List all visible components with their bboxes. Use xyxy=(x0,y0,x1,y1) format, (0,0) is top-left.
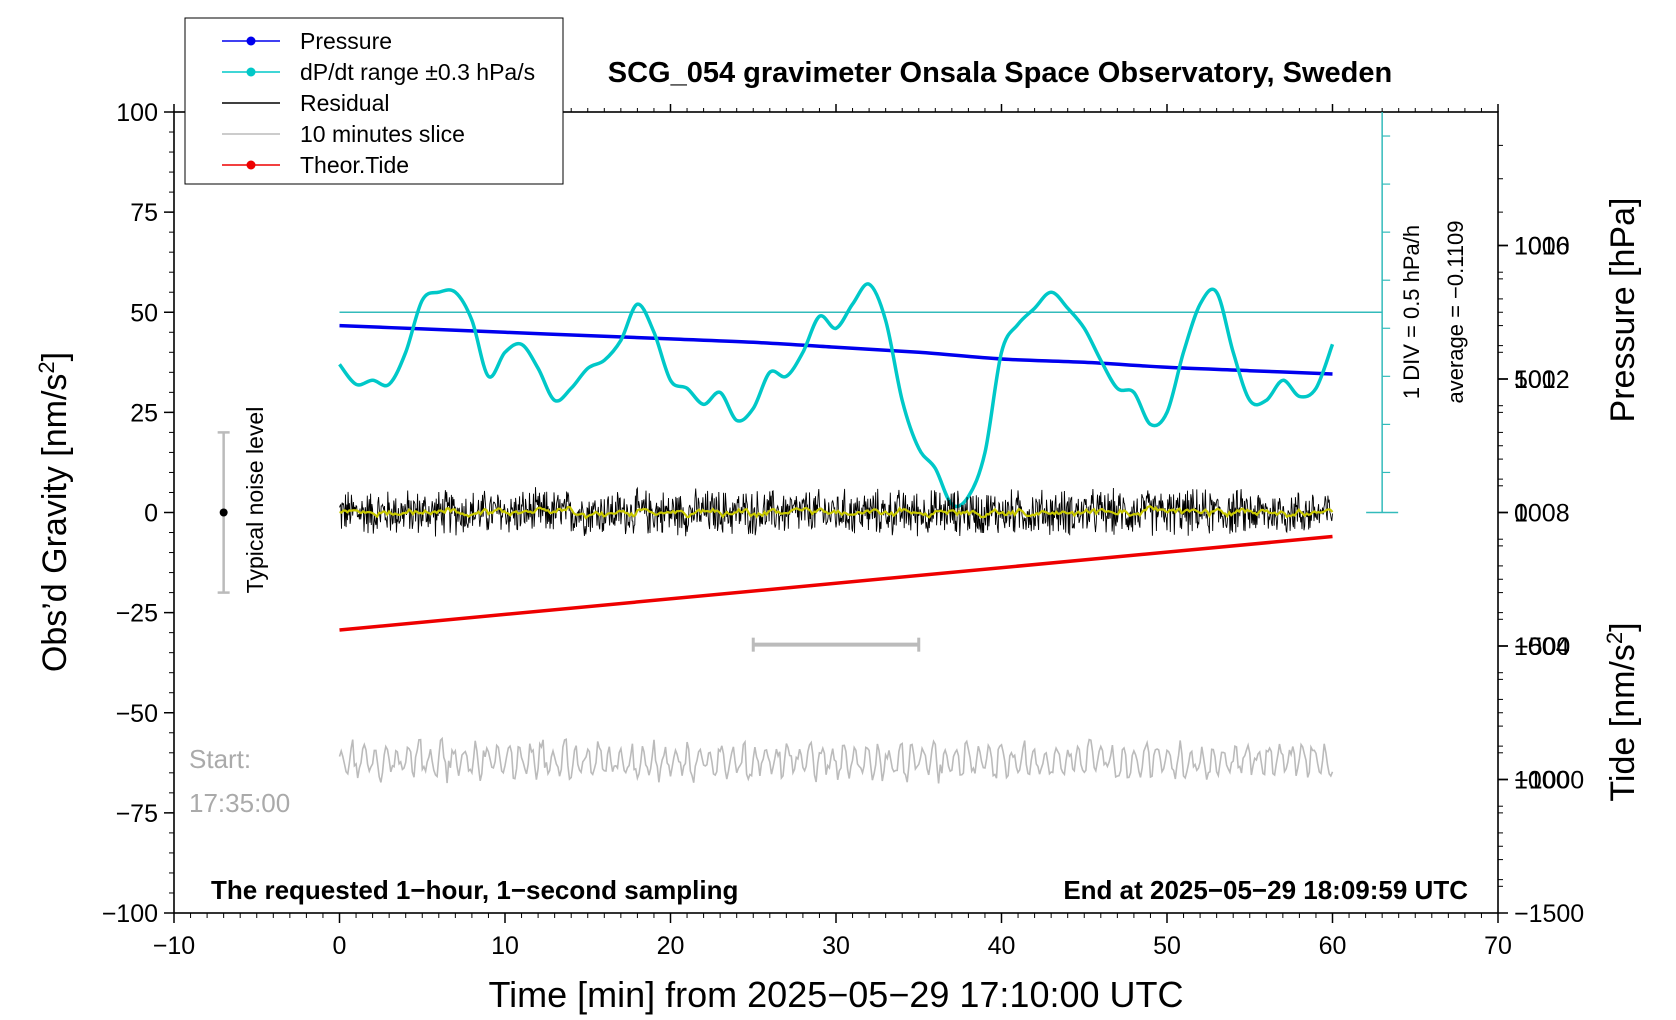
series-residual-smoothed xyxy=(339,504,1334,520)
bottom-left-note: The requested 1−hour, 1−second sampling xyxy=(211,875,738,905)
chart-title: SCG_054 gravimeter Onsala Space Observat… xyxy=(608,57,1392,89)
tide-tick-label: 0 xyxy=(1514,500,1528,528)
series-10-minute-slice xyxy=(338,736,1334,784)
bottom-right-note: End at 2025−05−29 18:09:59 UTC xyxy=(1063,875,1468,905)
pressure-tick-label: 1000 xyxy=(1514,767,1570,795)
legend-box xyxy=(184,17,564,185)
legend-marker xyxy=(246,160,256,170)
pressure-tick-label: 1016 xyxy=(1514,233,1570,261)
y-tick-label: −100 xyxy=(102,900,158,928)
x-tick-label: 20 xyxy=(657,932,685,960)
series-layer xyxy=(338,282,1335,784)
y-tick-label: −75 xyxy=(116,800,158,828)
y-tick-label: 75 xyxy=(130,199,158,227)
pressure-tick-label: 1004 xyxy=(1514,633,1570,661)
x-tick-label: 10 xyxy=(491,932,519,960)
y-tick-label: 25 xyxy=(130,399,158,427)
legend: Pressure dP/dt range ±0.3 hPa/s Residual 10… xyxy=(184,17,564,185)
x-axis-label: Time [min] from 2025−05−29 17:10:00 UTC xyxy=(488,974,1183,1015)
tide-tick-label: −500 xyxy=(1514,633,1570,661)
x-tick-label: 30 xyxy=(822,932,850,960)
y-tick-label: 0 xyxy=(144,500,158,528)
x-tick-label: 0 xyxy=(333,932,347,960)
x-tick-label: 40 xyxy=(988,932,1016,960)
y-tick-label: −25 xyxy=(116,600,158,628)
tide-tick-label: −1500 xyxy=(1514,900,1584,928)
x-tick-label: 50 xyxy=(1153,932,1181,960)
series-dpdt xyxy=(338,282,1335,509)
x-tick-label: 70 xyxy=(1484,932,1512,960)
noise-level-label: Typical noise level xyxy=(242,407,268,594)
legend-label: Residual xyxy=(300,90,390,116)
y-axis-label-pressure: Pressure [hPa] xyxy=(1604,198,1642,423)
average-label: average = −0.1109 xyxy=(1443,220,1468,403)
x-tick-label: 60 xyxy=(1319,932,1347,960)
y-axis-label-tide: Tide [nm/s2] xyxy=(1602,622,1642,801)
pressure-tick-label: 1012 xyxy=(1514,366,1570,394)
series-residual xyxy=(339,486,1333,537)
tide-tick-label: 1000 xyxy=(1514,233,1570,261)
pressure-tick-label: 1008 xyxy=(1514,500,1570,528)
y-axis-label-gravity: Obs’d Gravity [nm/s2] xyxy=(34,352,74,672)
noise-bar-center xyxy=(219,508,228,517)
y-tick-label: −50 xyxy=(116,700,158,728)
series-pressure xyxy=(339,323,1333,376)
series-theoretical-tide xyxy=(339,534,1333,632)
tide-tick-label: −1000 xyxy=(1514,767,1584,795)
y-tick-label: 100 xyxy=(116,99,158,127)
legend-label: Pressure xyxy=(300,28,392,54)
legend-label: 10 minutes slice xyxy=(300,121,465,147)
legend-label: Theor.Tide xyxy=(300,152,409,178)
legend-marker xyxy=(246,36,256,46)
y-tick-label: 50 xyxy=(130,299,158,327)
tick-layer: −10 0 10 20 30 40 50 60 701007550250−25−50−75−10… xyxy=(102,99,1585,960)
tide-tick-label: 500 xyxy=(1514,366,1556,394)
legend-marker xyxy=(246,67,256,77)
legend-label: dP/dt range ±0.3 hPa/s xyxy=(300,59,535,85)
x-tick-label: −10 xyxy=(153,932,195,960)
dpdt-scale-label: 1 DIV = 0.5 hPa/h xyxy=(1399,225,1424,399)
start-label: Start: xyxy=(189,744,251,774)
reference-layer xyxy=(217,112,1399,652)
start-time: 17:35:00 xyxy=(189,788,290,818)
